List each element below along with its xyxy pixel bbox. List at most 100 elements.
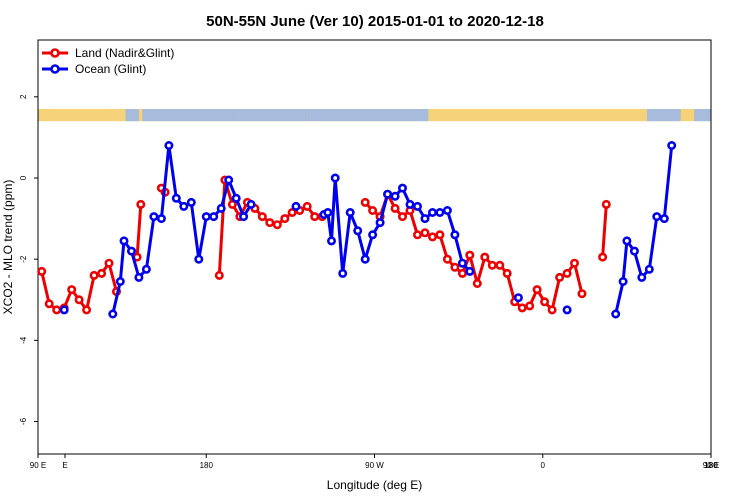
series-line xyxy=(601,204,608,258)
data-point xyxy=(134,272,144,282)
data-point xyxy=(577,289,587,299)
data-point xyxy=(272,220,282,230)
data-point xyxy=(97,268,107,278)
y-tick-label: -4 xyxy=(19,336,28,344)
x-tick-label: 90 W xyxy=(365,461,384,470)
y-tick-label: 0 xyxy=(19,175,28,180)
y-axis: 2 0 -2 -4 -6 xyxy=(19,94,38,425)
data-point xyxy=(667,141,677,151)
data-point xyxy=(472,278,482,288)
data-point xyxy=(179,201,189,211)
data-point xyxy=(37,266,47,276)
data-point xyxy=(601,199,611,209)
land-ocean-band xyxy=(38,109,711,122)
data-point xyxy=(435,230,445,240)
data-point xyxy=(611,309,621,319)
data-point xyxy=(435,208,445,218)
data-point xyxy=(136,199,146,209)
data-point xyxy=(141,264,151,274)
data-point xyxy=(149,212,159,222)
data-point xyxy=(291,201,301,211)
data-point xyxy=(412,201,422,211)
x-tick-label: 90 E xyxy=(703,461,719,470)
data-point xyxy=(637,272,647,282)
series-ocean xyxy=(59,141,677,319)
data-point xyxy=(555,272,565,282)
data-point xyxy=(265,218,275,228)
data-point xyxy=(375,218,385,228)
band-ocean xyxy=(647,109,681,122)
band-ocean xyxy=(125,109,139,122)
data-point xyxy=(360,197,370,207)
data-point xyxy=(224,175,234,185)
data-point xyxy=(82,305,92,315)
data-point xyxy=(67,285,77,295)
x-tick-label: 90 E xyxy=(30,461,46,470)
data-point xyxy=(246,199,256,209)
data-point xyxy=(629,246,639,256)
y-axis-label: XCO2 - MLO trend (ppm) xyxy=(1,180,15,315)
data-point xyxy=(465,250,475,260)
x-tick-label: E xyxy=(62,461,67,470)
data-point xyxy=(214,270,224,280)
legend: Land (Nadir&Glint) Ocean (Glint) xyxy=(42,46,174,76)
data-point xyxy=(405,199,415,209)
data-point xyxy=(194,254,204,264)
data-point xyxy=(457,258,467,268)
data-point xyxy=(569,258,579,268)
data-point xyxy=(442,206,452,216)
series-line xyxy=(614,145,674,315)
data-point xyxy=(338,268,348,278)
data-point xyxy=(209,212,219,222)
chart-title: 50N-55N June (Ver 10) 2015-01-01 to 2020… xyxy=(206,13,544,30)
data-point xyxy=(216,203,226,213)
data-point xyxy=(330,173,340,183)
data-point xyxy=(487,260,497,270)
y-tick-label: 2 xyxy=(19,94,28,99)
legend-marker xyxy=(50,48,60,58)
data-point xyxy=(201,212,211,222)
data-point xyxy=(74,295,84,305)
data-point xyxy=(659,214,669,224)
band-ocean xyxy=(694,109,711,122)
data-point xyxy=(383,189,393,199)
data-point xyxy=(302,201,312,211)
data-point xyxy=(513,293,523,303)
legend-label: Ocean (Glint) xyxy=(75,62,146,76)
data-point xyxy=(323,208,333,218)
data-point xyxy=(239,212,249,222)
y-tick-label: -2 xyxy=(19,255,28,263)
data-point xyxy=(326,236,336,246)
data-point xyxy=(502,268,512,278)
data-point xyxy=(397,183,407,193)
data-point xyxy=(532,285,542,295)
data-point xyxy=(368,206,378,216)
legend-label: Land (Nadir&Glint) xyxy=(75,46,174,60)
data-point xyxy=(156,214,166,224)
data-point xyxy=(450,230,460,240)
data-point xyxy=(104,258,114,268)
data-point xyxy=(562,268,572,278)
data-point xyxy=(127,246,137,256)
band-ocean xyxy=(307,109,429,122)
data-point xyxy=(287,208,297,218)
data-point xyxy=(450,262,460,272)
legend-marker xyxy=(50,64,60,74)
data-point xyxy=(119,236,129,246)
data-point xyxy=(390,191,400,201)
data-point xyxy=(427,208,437,218)
x-tick-label: 180 xyxy=(200,461,214,470)
data-point xyxy=(480,252,490,262)
data-point xyxy=(310,212,320,222)
data-point xyxy=(345,208,355,218)
data-point xyxy=(280,214,290,224)
data-point xyxy=(457,268,467,278)
data-point xyxy=(427,232,437,242)
band-ocean xyxy=(142,109,240,122)
data-point xyxy=(412,230,422,240)
data-point xyxy=(652,212,662,222)
data-point xyxy=(115,276,125,286)
x-axis-label: Longitude (deg E) xyxy=(327,478,422,492)
data-point xyxy=(420,214,430,224)
